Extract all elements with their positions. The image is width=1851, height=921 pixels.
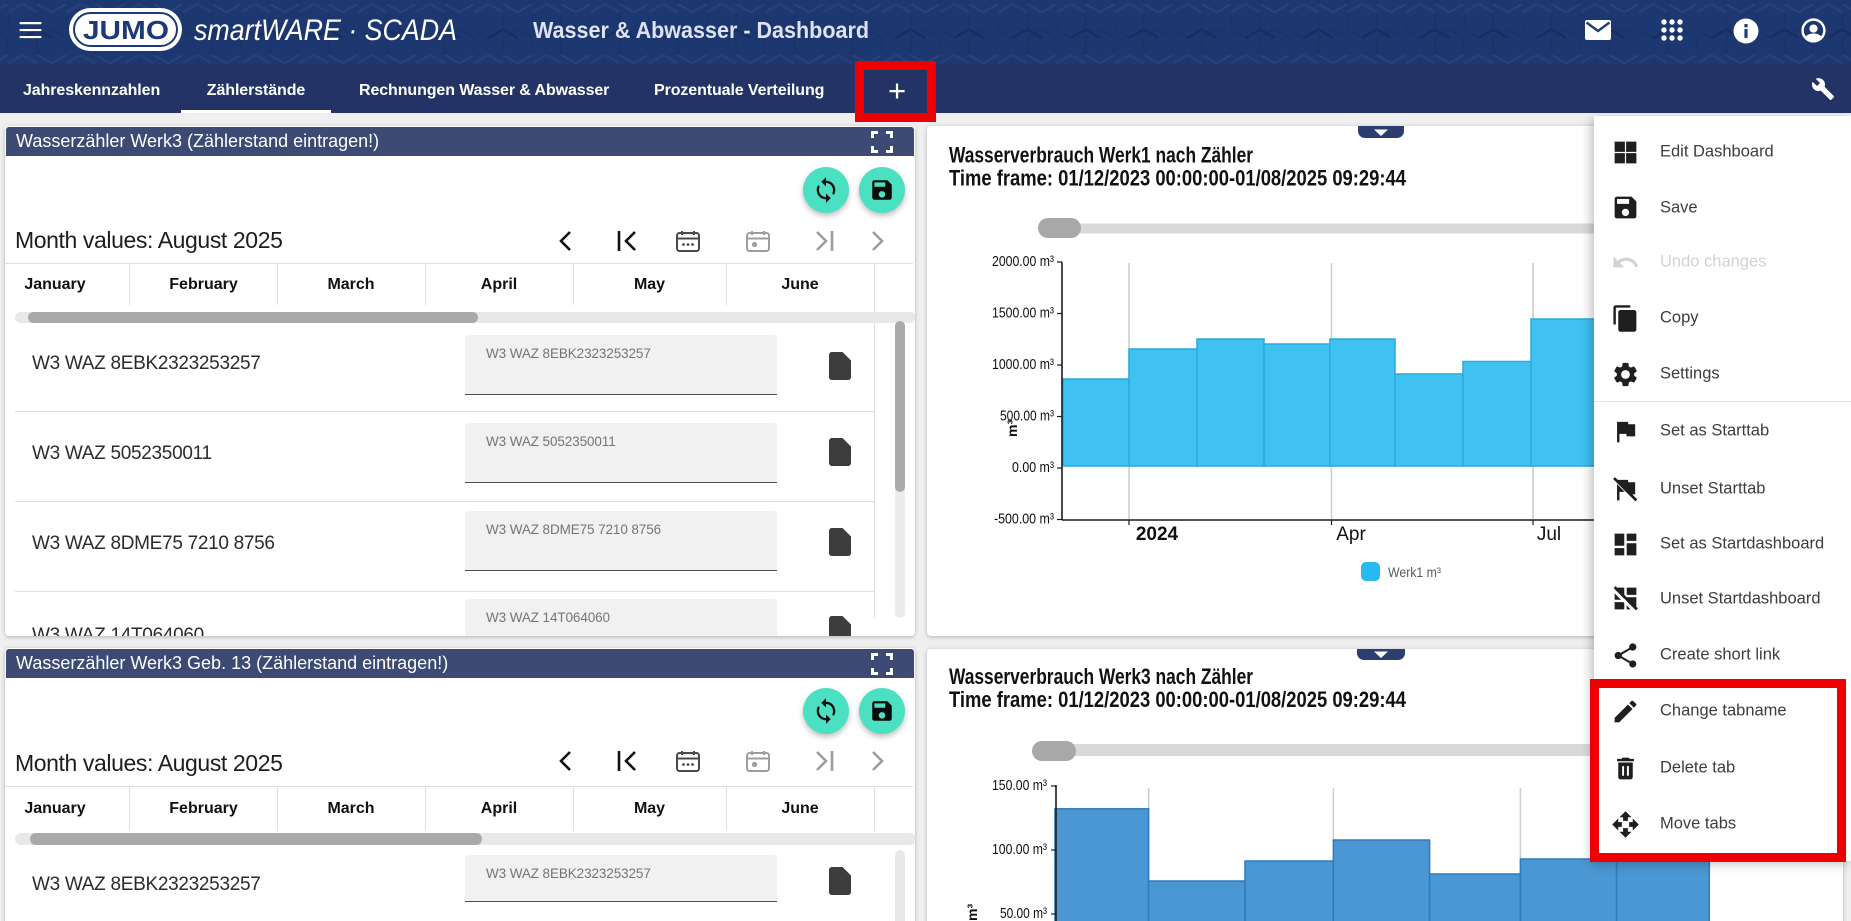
svg-text:m³: m³ bbox=[1004, 420, 1020, 437]
svg-text:150.00 m³: 150.00 m³ bbox=[992, 777, 1047, 794]
svg-text:2000.00 m³: 2000.00 m³ bbox=[992, 253, 1054, 270]
svg-text:50.00 m³: 50.00 m³ bbox=[1000, 905, 1047, 921]
svg-text:2024: 2024 bbox=[1136, 524, 1179, 545]
svg-text:Time frame: 01/12/2023 00:00:0: Time frame: 01/12/2023 00:00:00-01/08/20… bbox=[949, 166, 1407, 191]
svg-text:1000.00 m³: 1000.00 m³ bbox=[992, 356, 1054, 373]
svg-text:Werk1 m³: Werk1 m³ bbox=[1388, 564, 1441, 580]
svg-text:500.00 m³: 500.00 m³ bbox=[1000, 408, 1054, 425]
svg-text:Wasserverbrauch Werk1 nach Zäh: Wasserverbrauch Werk1 nach Zähler bbox=[949, 143, 1253, 168]
svg-text:Wasser & Abwasser - Dashboard: Wasser & Abwasser - Dashboard bbox=[533, 17, 869, 43]
svg-text:smartWARE · SCADA: smartWARE · SCADA bbox=[194, 14, 457, 47]
svg-text:0.00 m³: 0.00 m³ bbox=[1012, 459, 1054, 476]
svg-text:100.00 m³: 100.00 m³ bbox=[992, 841, 1047, 858]
svg-text:Wasserverbrauch Werk3 nach Zäh: Wasserverbrauch Werk3 nach Zähler bbox=[949, 664, 1253, 689]
svg-text:Time frame: 01/12/2023 00:00:0: Time frame: 01/12/2023 00:00:00-01/08/20… bbox=[949, 687, 1407, 712]
svg-text:1500.00 m³: 1500.00 m³ bbox=[992, 305, 1054, 322]
svg-text:JUMO: JUMO bbox=[83, 15, 169, 45]
svg-text:Jul: Jul bbox=[1537, 524, 1561, 545]
svg-text:Apr: Apr bbox=[1336, 524, 1366, 545]
svg-text:-500.00 m³: -500.00 m³ bbox=[994, 511, 1054, 528]
svg-text:m³: m³ bbox=[964, 904, 980, 921]
